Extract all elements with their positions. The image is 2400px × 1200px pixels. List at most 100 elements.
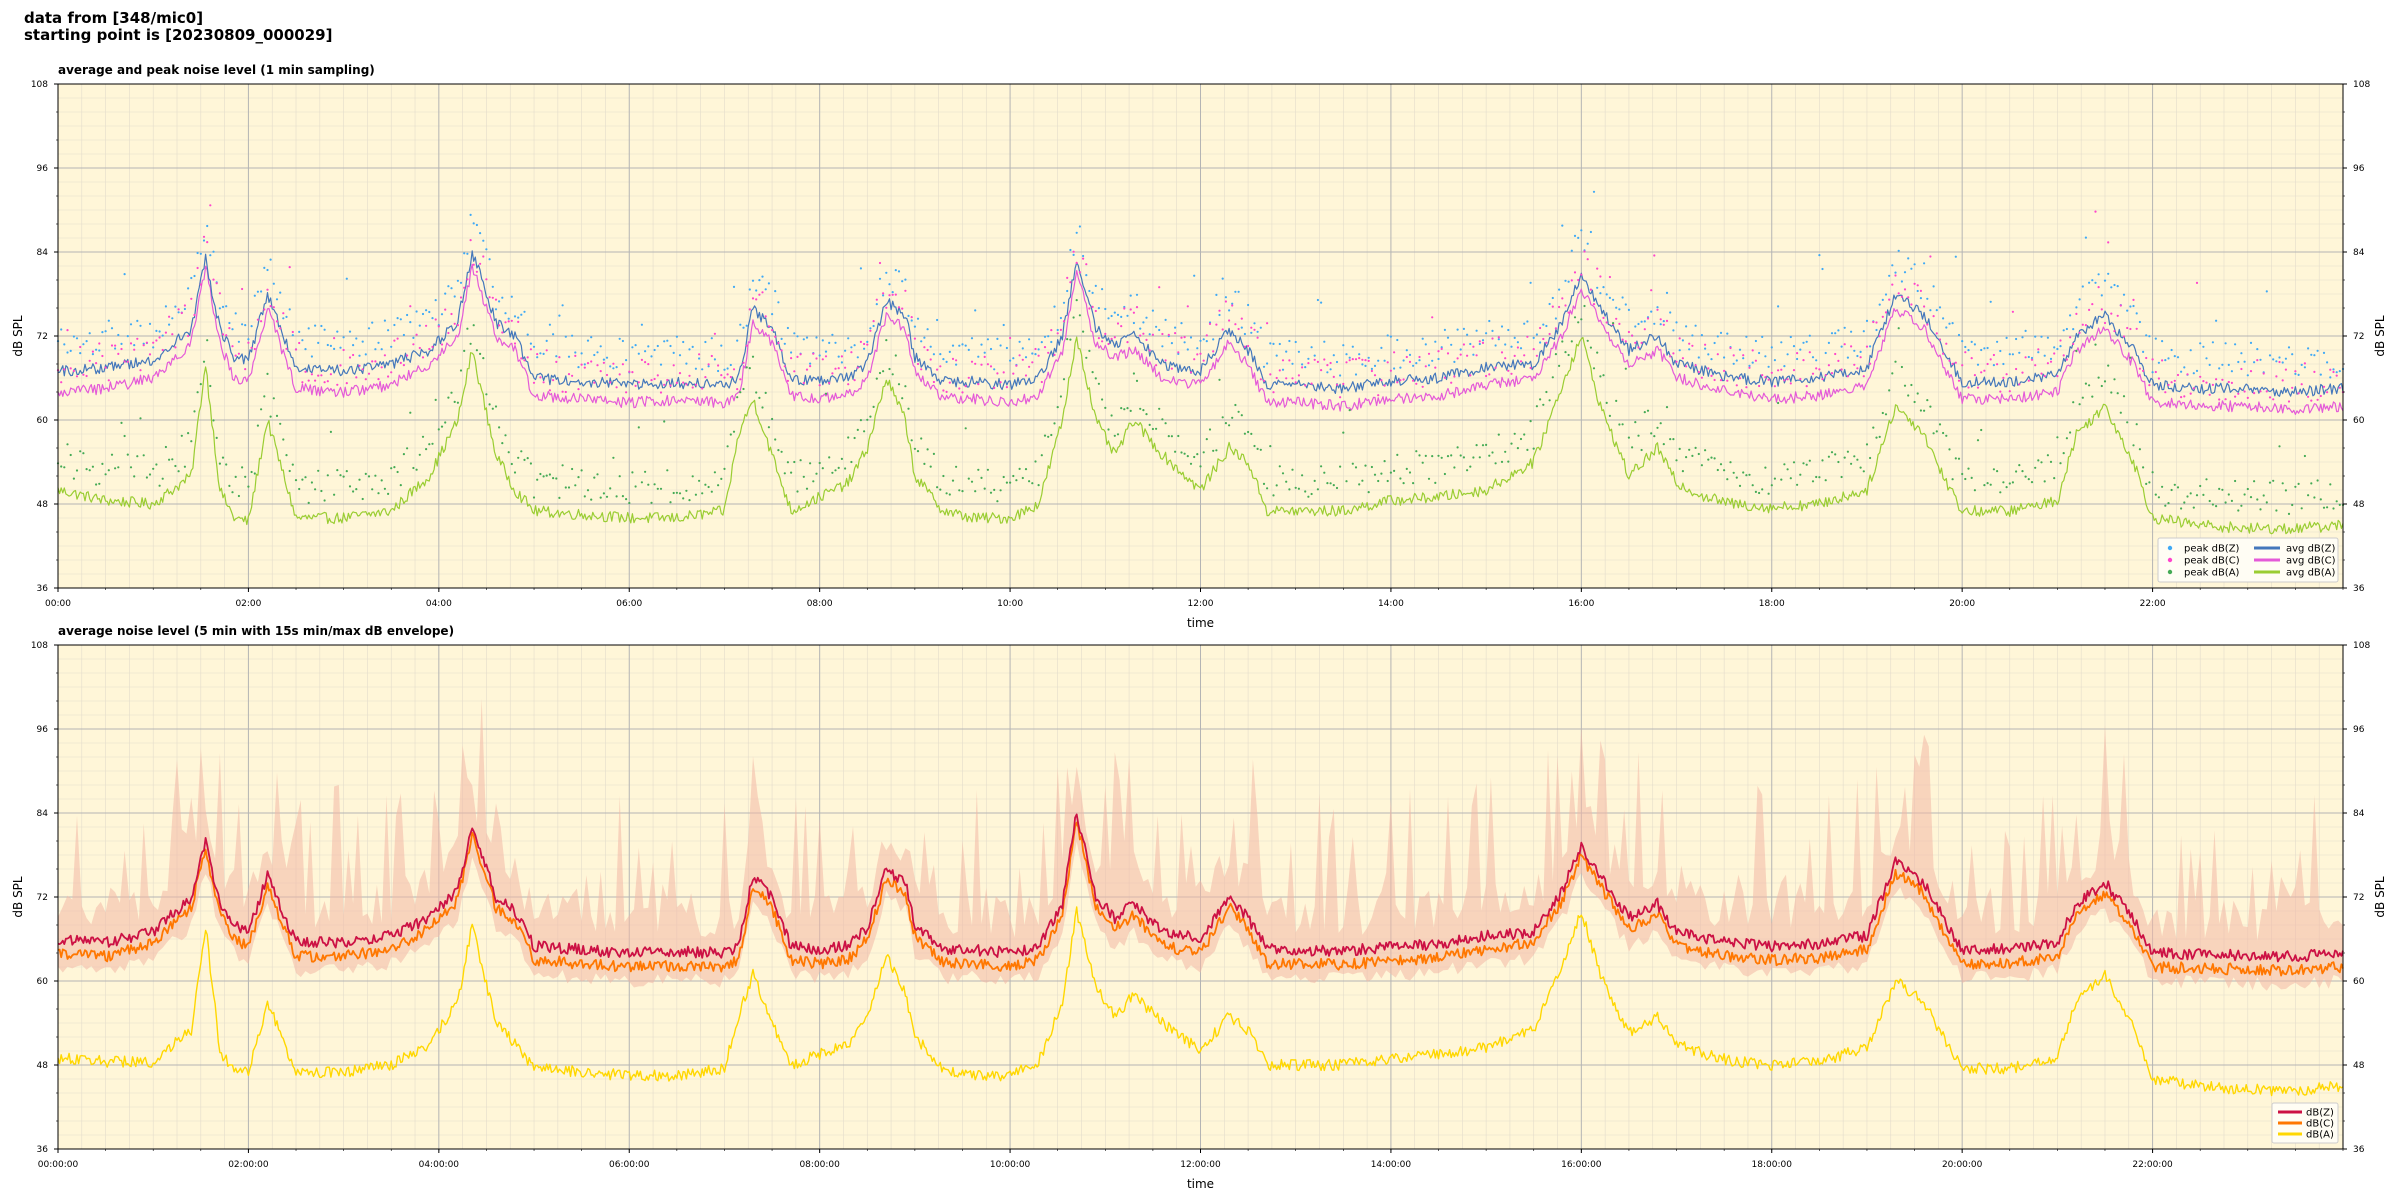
peak-dot <box>1704 347 1707 350</box>
peak-dot <box>2037 351 2040 354</box>
peak-dot <box>2138 448 2141 451</box>
peak-dot <box>1345 480 1348 483</box>
peak-dot <box>291 330 294 334</box>
peak-dot <box>1577 321 1580 324</box>
peak-dot <box>1491 329 1494 332</box>
peak-dot <box>148 473 152 476</box>
peak-dot <box>2037 459 2040 462</box>
peak-dot <box>510 295 513 298</box>
peak-dot <box>1881 315 1884 318</box>
peak-dot <box>1605 321 1608 324</box>
peak-dot <box>1491 451 1494 454</box>
peak-dot <box>1488 373 1491 376</box>
peak-dot <box>1637 322 1640 326</box>
peak-dot <box>1431 316 1434 319</box>
peak-dot <box>796 335 799 338</box>
peak-dot <box>1827 341 1830 344</box>
peak-dot <box>1548 332 1551 336</box>
peak-dot <box>1475 329 1478 332</box>
peak-dot <box>571 374 574 377</box>
peak-dot <box>1142 332 1145 335</box>
peak-dot <box>790 471 793 474</box>
peak-dot <box>2110 286 2113 289</box>
peak-dot <box>593 381 596 384</box>
peak-dot <box>1742 357 1745 360</box>
peak-dot <box>1580 229 1583 232</box>
peak-dot <box>723 467 726 470</box>
y-axis-label: dB SPL <box>11 876 25 918</box>
peak-dot <box>63 466 66 469</box>
peak-dot <box>2024 356 2027 359</box>
peak-dot <box>1869 362 1872 365</box>
peak-dot <box>1688 342 1691 345</box>
peak-dot <box>494 405 498 408</box>
peak-dot <box>1751 484 1754 487</box>
peak-dot <box>602 361 606 364</box>
peak-dot <box>2008 482 2011 485</box>
peak-dot <box>2243 390 2246 393</box>
peak-dot <box>1307 362 1310 365</box>
peak-dot <box>1440 346 1443 349</box>
peak-dot <box>1935 332 1938 335</box>
peak-dot <box>1929 405 1932 408</box>
peak-dot <box>894 354 897 357</box>
peak-dot <box>1973 343 1976 346</box>
peak-dot <box>72 369 75 372</box>
peak-dot <box>2056 347 2059 351</box>
peak-dot <box>1386 361 1389 364</box>
peak-dot <box>1716 335 1719 338</box>
peak-dot <box>1193 274 1196 277</box>
peak-dot <box>818 384 821 387</box>
peak-dot <box>828 456 831 459</box>
peak-dot <box>2126 326 2129 330</box>
peak-dot <box>2287 346 2291 349</box>
peak-dot <box>504 312 507 315</box>
peak-dot <box>1418 359 1421 362</box>
peak-dot <box>637 352 640 355</box>
peak-dot <box>523 359 526 362</box>
peak-dot <box>1986 482 1989 485</box>
peak-dot <box>1732 354 1735 357</box>
peak-dot <box>1567 311 1570 314</box>
peak-dot <box>1066 289 1069 293</box>
peak-dot <box>1218 378 1221 381</box>
peak-dot <box>2183 395 2186 398</box>
peak-dot <box>856 428 859 431</box>
peak-dot <box>142 454 145 457</box>
peak-dot <box>1164 422 1167 425</box>
peak-dot <box>1802 359 1805 362</box>
x-tick-label: 18:00 <box>1759 599 1785 609</box>
peak-dot <box>1110 414 1113 417</box>
peak-dot <box>1910 383 1913 387</box>
peak-dot <box>1716 353 1719 356</box>
y-tick-label: 60 <box>37 977 49 987</box>
peak-dot <box>809 365 812 368</box>
peak-dot <box>1846 375 1849 378</box>
y-tick-label-right: 96 <box>2353 164 2365 174</box>
peak-dot <box>1320 369 1323 372</box>
peak-dot <box>2224 501 2227 504</box>
peak-dot <box>599 345 602 348</box>
peak-dot <box>1113 311 1116 314</box>
peak-dot <box>764 391 767 394</box>
peak-dot <box>552 477 555 480</box>
peak-dot <box>663 383 666 386</box>
peak-dot <box>2249 341 2253 344</box>
peak-dot <box>1205 334 1208 337</box>
peak-dot <box>371 321 374 324</box>
peak-dot <box>980 363 983 366</box>
peak-dot <box>678 372 682 375</box>
peak-dot <box>631 371 634 374</box>
peak-dot <box>1221 416 1224 419</box>
peak-dot <box>2100 308 2103 311</box>
peak-dot <box>2322 385 2326 388</box>
peak-dot <box>1843 326 1846 329</box>
peak-dot <box>482 239 485 242</box>
peak-dot <box>1056 406 1059 409</box>
peak-dot <box>526 356 529 359</box>
peak-dot <box>2256 348 2259 351</box>
peak-dot <box>707 485 710 489</box>
peak-dot <box>1040 380 1043 384</box>
peak-dot <box>1735 384 1738 387</box>
peak-dot <box>1805 385 1808 388</box>
